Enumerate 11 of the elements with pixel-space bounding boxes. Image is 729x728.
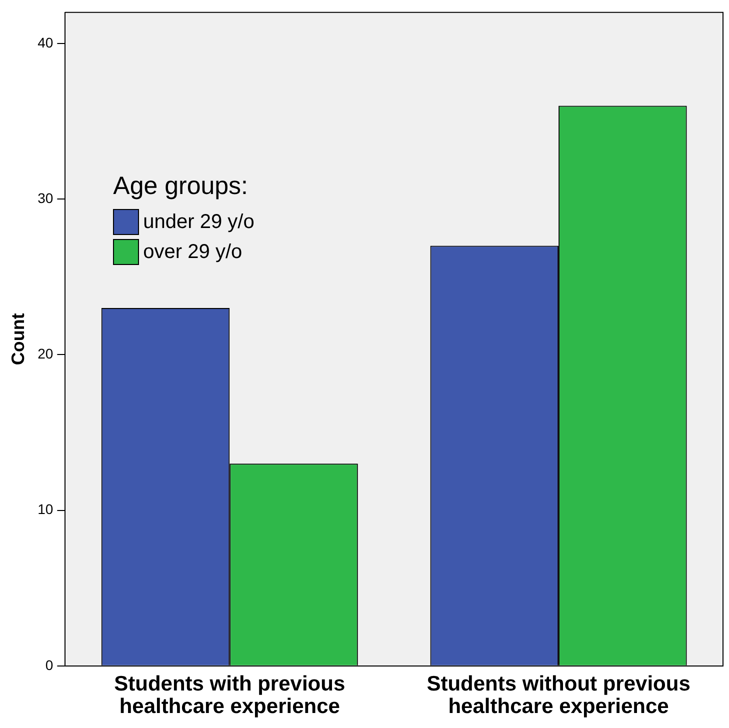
y-axis-title: Count: [8, 313, 28, 366]
x-tick-label: Students without previous healthcare experience: [426, 672, 690, 718]
legend-title: Age groups:: [113, 172, 249, 202]
y-tick-label: 0: [45, 656, 54, 673]
y-tick-label: 30: [38, 190, 54, 206]
x-tick-label: Students with previous healthcare experience: [114, 672, 346, 718]
y-tick-label: 40: [38, 34, 54, 50]
legend-label: over 29 y/o: [143, 240, 242, 264]
legend-label: under 29 y/o: [143, 210, 254, 234]
y-tick-label: 20: [38, 346, 54, 362]
y-tick-label: 10: [38, 501, 54, 518]
